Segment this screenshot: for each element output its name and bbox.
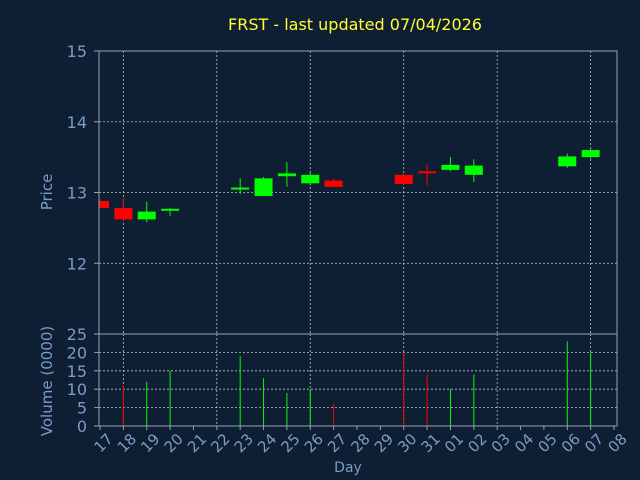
x-tick-label: 07 [581, 430, 607, 456]
volume-tick-label: 15 [67, 362, 87, 381]
x-tick-label: 19 [137, 430, 163, 456]
candle-body [464, 165, 483, 175]
x-tick-label: 28 [348, 430, 374, 456]
x-tick-label: 23 [231, 430, 257, 456]
volume-tick-label: 25 [67, 325, 87, 344]
price-axis-label: Price [38, 174, 56, 211]
x-tick-label: 03 [488, 430, 514, 456]
x-tick-label: 06 [558, 430, 584, 456]
chart-title: FRST - last updated 07/04/2026 [228, 15, 482, 34]
candle-body [114, 208, 133, 220]
x-tick-label: 22 [207, 430, 233, 456]
marks-layer [99, 147, 600, 426]
axis-layer: 1213141505101520251718192021222324252627… [67, 42, 631, 456]
x-tick-label: 30 [394, 430, 420, 456]
x-tick-label: 29 [371, 430, 397, 456]
x-tick-label: 24 [254, 430, 280, 456]
price-tick-label: 12 [67, 254, 87, 273]
x-tick-label: 05 [534, 430, 560, 456]
candle-body [581, 150, 600, 158]
candle-body [231, 187, 250, 190]
candle-body [254, 178, 273, 197]
x-tick-label: 08 [605, 430, 631, 456]
candle-body [137, 211, 156, 220]
candle-body [558, 156, 577, 167]
volume-tick-label: 0 [77, 417, 87, 436]
x-tick-label: 20 [161, 430, 187, 456]
candle-body [418, 171, 437, 174]
x-axis-label: Day [334, 460, 362, 476]
x-tick-label: 21 [184, 430, 210, 456]
volume-tick-label: 20 [67, 343, 87, 362]
x-tick-label: 27 [324, 430, 350, 456]
candle-body [100, 200, 109, 209]
grid-layer [99, 51, 617, 426]
price-tick-label: 13 [67, 184, 87, 203]
candle-body [301, 174, 320, 184]
candle-body [161, 208, 180, 211]
x-tick-label: 26 [301, 430, 327, 456]
x-tick-label: 31 [418, 430, 444, 456]
volume-tick-label: 5 [77, 399, 87, 418]
candle-body [277, 173, 296, 177]
x-tick-label: 18 [114, 430, 140, 456]
volume-tick-label: 10 [67, 380, 87, 399]
x-tick-label: 04 [511, 430, 537, 456]
x-tick-label: 01 [441, 430, 467, 456]
candle-body [441, 164, 460, 170]
x-tick-label: 02 [464, 430, 490, 456]
x-tick-label: 17 [91, 430, 117, 456]
volume-axis-label: Volume (0000) [38, 326, 56, 436]
volume-panel-frame [98, 333, 618, 427]
candle-body [394, 174, 413, 185]
price-tick-label: 15 [67, 42, 87, 61]
candle-body [324, 180, 343, 187]
price-tick-label: 14 [67, 113, 87, 132]
x-tick-label: 25 [277, 430, 303, 456]
label-layer: FRST - last updated 07/04/2026 Price Vol… [38, 15, 482, 476]
